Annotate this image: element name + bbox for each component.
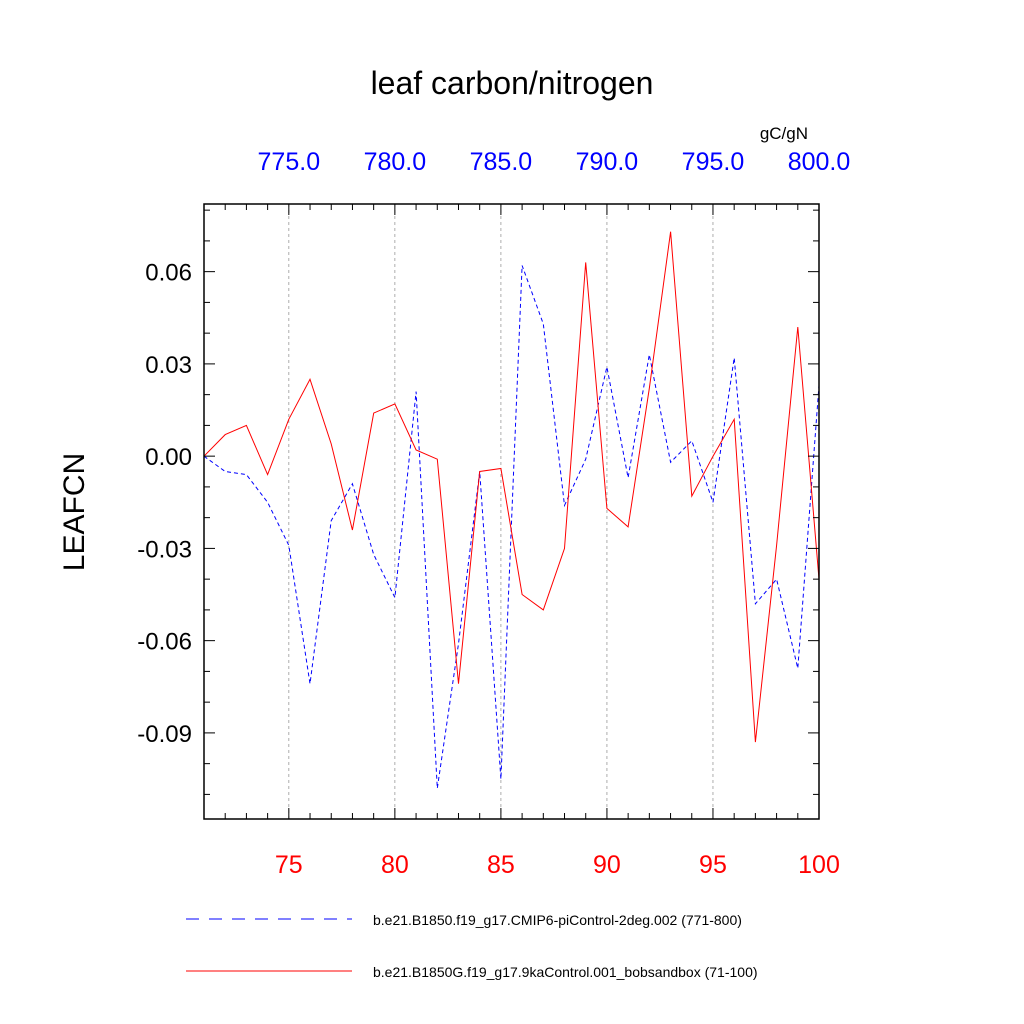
x-tick-label-top-3: 790.0	[576, 148, 639, 176]
bottom-x-tick-labels: 75 80 85 90 95 100	[275, 851, 840, 879]
y-tick-labels: 0.06 0.03 0.00 -0.03 -0.06 -0.09	[137, 260, 192, 748]
plot-frame	[203, 203, 820, 820]
axis-ticks	[203, 204, 820, 819]
x-tick-label-bottom-3: 90	[593, 851, 621, 879]
y-tick-label-3: -0.03	[137, 536, 192, 563]
x-tick-label-bottom-5: 100	[798, 851, 840, 879]
x-tick-label-bottom-2: 85	[487, 851, 515, 879]
x-tick-label-bottom-0: 75	[275, 851, 303, 879]
x-tick-label-top-0: 775.0	[258, 148, 321, 176]
x-tick-label-bottom-4: 95	[699, 851, 727, 879]
units-label: gC/gN	[760, 124, 808, 143]
series-lines	[203, 231, 820, 789]
y-tick-label-1: 0.03	[145, 352, 192, 379]
y-tick-label-0: 0.06	[145, 260, 192, 287]
series-line-0	[203, 265, 820, 789]
y-tick-label-2: 0.00	[145, 444, 192, 471]
legend: b.e21.B1850.f19_g17.CMIP6-piControl-2deg…	[186, 912, 758, 980]
x-tick-label-top-1: 780.0	[364, 148, 427, 176]
series-line-1	[203, 231, 820, 743]
x-tick-label-top-4: 795.0	[682, 148, 745, 176]
x-tick-label-top-2: 785.0	[470, 148, 533, 176]
legend-label-9ka: b.e21.B1850G.f19_g17.9kaControl.001_bobs…	[373, 964, 758, 980]
x-tick-label-top-5: 800.0	[788, 148, 851, 176]
gridlines	[288, 204, 714, 819]
y-tick-label-4: -0.06	[137, 629, 192, 656]
chart-title: leaf carbon/nitrogen	[371, 65, 654, 101]
y-tick-label-5: -0.09	[137, 721, 192, 748]
y-axis-label: LEAFCN	[58, 453, 91, 571]
x-tick-label-bottom-1: 80	[381, 851, 409, 879]
top-x-tick-labels: 775.0 780.0 785.0 790.0 795.0 800.0	[258, 148, 851, 176]
legend-label-control: b.e21.B1850.f19_g17.CMIP6-piControl-2deg…	[373, 912, 742, 928]
